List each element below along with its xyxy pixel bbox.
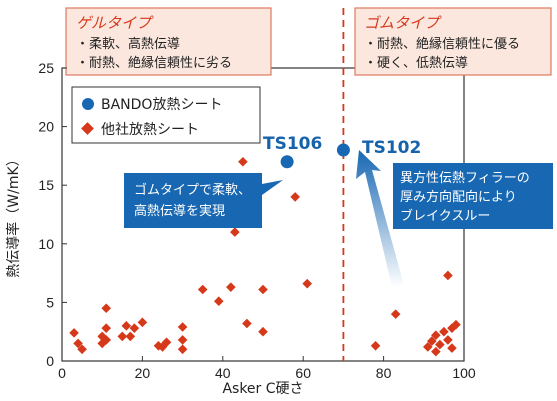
data-point-other [431, 330, 441, 341]
legend-circle-marker [82, 98, 94, 110]
data-point-other [177, 335, 188, 345]
callout-left-line-1: ゴムタイプで柔軟、 [134, 182, 251, 198]
data-point-other [125, 331, 136, 342]
rubber-type-line-1: ・耐熱、絶縁信頼性に優る [364, 36, 520, 52]
others-series [69, 156, 461, 357]
data-point-other [129, 323, 140, 333]
breakthrough-arrow [356, 150, 404, 287]
data-point-other [213, 296, 224, 307]
y-tick-label: 5 [46, 294, 54, 310]
data-point-other [97, 338, 107, 349]
data-point-other [197, 284, 208, 295]
y-tick-label: 15 [38, 177, 54, 193]
data-point-other [121, 321, 132, 331]
callout-right-line-3: ブレイクスルー [400, 208, 490, 224]
y-axis-ticks: 0 5 10 15 20 25 [38, 60, 67, 369]
gel-type-line-2: ・耐熱、絶縁信頼性に劣る [76, 55, 232, 71]
y-tick-label: 25 [38, 60, 54, 76]
rubber-type-title: ゴムタイプ [364, 14, 442, 32]
data-point-bando [336, 143, 350, 157]
data-point-other [157, 342, 168, 352]
x-tick-label: 80 [376, 365, 392, 381]
x-tick-label: 20 [135, 365, 151, 381]
data-point-other [423, 342, 433, 352]
data-point-other [290, 192, 300, 202]
data-point-other [101, 303, 112, 314]
x-tick-label: 60 [295, 365, 311, 381]
data-point-other [439, 326, 449, 337]
data-point-other [177, 344, 188, 355]
y-axis-title: 熱伝導率（W/mK） [5, 152, 22, 277]
data-point-other [101, 323, 112, 333]
bando-series [280, 143, 350, 169]
y-tick-label: 10 [38, 236, 54, 252]
data-point-other [161, 337, 172, 348]
data-point-other [117, 331, 128, 342]
data-point-other [258, 326, 268, 337]
legend: BANDO放熱シート 他社放熱シート [71, 86, 261, 144]
legend-label-bando: BANDO放熱シート [101, 97, 222, 113]
gel-type-box: ゲルタイプ ・柔軟、高熱伝導 ・耐熱、絶縁信頼性に劣る [65, 7, 272, 76]
data-point-other [443, 270, 453, 281]
data-point-other [370, 340, 381, 351]
data-point-other [447, 343, 457, 353]
callout-right: 異方性伝熱フィラーの 厚み方向配向により ブレイクスルー [393, 163, 553, 229]
x-tick-label: 40 [215, 365, 231, 381]
x-axis-ticks: 0 20 40 60 80 100 [58, 356, 476, 381]
x-tick-label: 0 [58, 365, 66, 381]
gel-type-line-1: ・柔軟、高熱伝導 [76, 36, 180, 52]
data-point-other [443, 335, 453, 345]
data-point-other [427, 336, 437, 346]
rubber-type-box: ゴムタイプ ・耐熱、絶縁信頼性に優る ・硬く、低熱伝導 [354, 7, 552, 76]
data-point-other [153, 340, 164, 351]
y-tick-label: 20 [38, 119, 54, 135]
data-point-other [451, 319, 461, 330]
data-point-other [69, 328, 79, 338]
callout-left: ゴムタイプで柔軟、 高熱伝導を実現 [124, 173, 283, 228]
point-label-ts102: TS102 [362, 138, 421, 158]
data-point-other [242, 318, 252, 329]
rubber-type-line-2: ・硬く、低熱伝導 [364, 56, 468, 71]
data-point-other [258, 284, 268, 295]
data-point-other [390, 309, 401, 319]
data-point-other [230, 227, 240, 237]
callout-right-line-2: 厚み方向配向により [400, 189, 517, 205]
data-point-other [77, 344, 87, 355]
data-point-other [431, 346, 441, 357]
data-point-other [137, 317, 148, 328]
data-point-other [73, 338, 83, 349]
x-axis-title: Asker C硬さ [222, 381, 303, 397]
point-label-ts106: TS106 [263, 134, 322, 154]
data-point-other [435, 339, 445, 350]
x-tick-label: 100 [452, 365, 476, 381]
data-point-other [177, 322, 188, 332]
data-point-other [226, 282, 236, 292]
y-tick-label: 0 [46, 353, 54, 369]
callout-left-line-2: 高熱伝導を実現 [134, 203, 225, 219]
data-point-other [238, 156, 248, 167]
legend-label-others: 他社放熱シート [101, 122, 199, 138]
data-point-other [302, 278, 313, 289]
gel-type-title: ゲルタイプ [76, 14, 154, 32]
data-point-other [101, 335, 112, 345]
callout-right-line-1: 異方性伝熱フィラーの [400, 170, 530, 186]
data-point-bando [280, 155, 294, 169]
